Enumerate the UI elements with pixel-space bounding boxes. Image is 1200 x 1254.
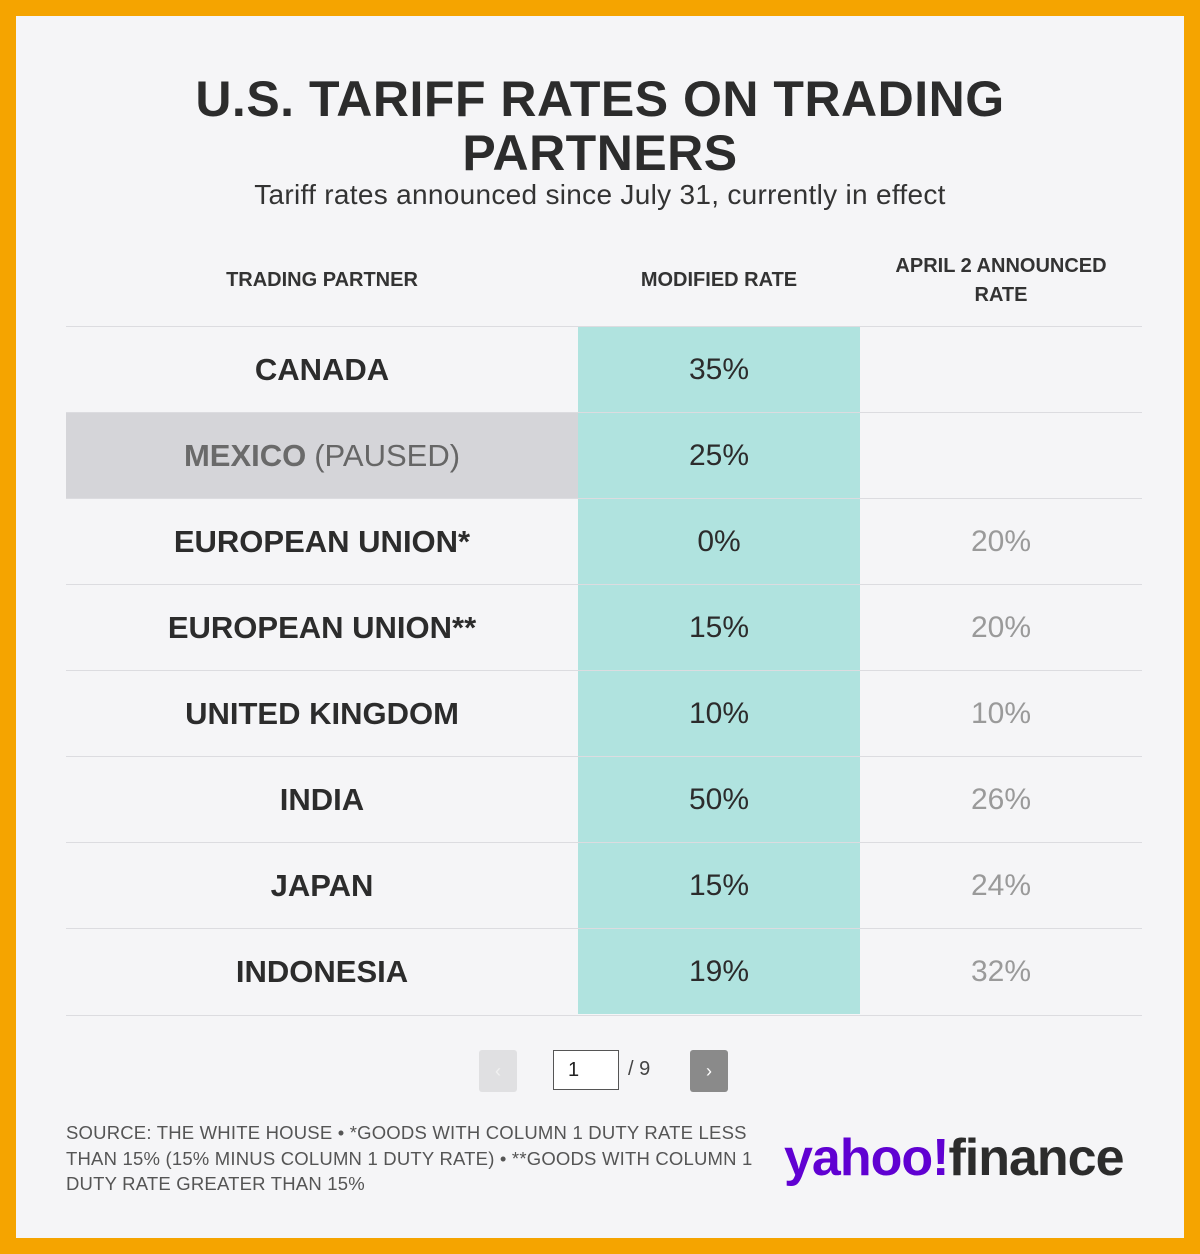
table-row: INDONESIA 19% 32% bbox=[66, 928, 1142, 1016]
title-line-2: PARTNERS bbox=[462, 125, 738, 181]
table-row: JAPAN 15% 24% bbox=[66, 842, 1142, 929]
april-rate-cell: 26% bbox=[970, 783, 1032, 816]
april-rate-cell bbox=[860, 413, 1142, 499]
table-row: EUROPEAN UNION** 15% 20% bbox=[66, 584, 1142, 671]
partner-cell: INDONESIA bbox=[66, 929, 578, 1015]
column-header-april-rate: APRIL 2 ANNOUNCED RATE bbox=[860, 252, 1142, 310]
chart-subtitle: Tariff rates announced since July 31, cu… bbox=[254, 179, 946, 210]
partner-name: MEXICO bbox=[183, 438, 307, 473]
page-total: / 9 bbox=[628, 1058, 651, 1080]
partner-name: JAPAN bbox=[270, 868, 374, 903]
infographic-card: U.S. TARIFF RATES ON TRADING PARTNERS Ta… bbox=[16, 16, 1184, 1238]
modified-rate-cell: 10% bbox=[688, 697, 750, 730]
paused-row-highlight bbox=[66, 413, 578, 499]
table-row: EUROPEAN UNION* 0% 20% bbox=[66, 498, 1142, 585]
prev-page-button[interactable]: ‹ bbox=[479, 1050, 517, 1092]
partner-cell: JAPAN bbox=[66, 843, 578, 929]
table-row: INDIA 50% 26% bbox=[66, 756, 1142, 843]
april-rate-cell: 20% bbox=[970, 525, 1032, 558]
partner-cell: MEXICO (PAUSED) bbox=[66, 413, 578, 499]
april-rate-cell: 32% bbox=[970, 955, 1032, 988]
partner-name: INDONESIA bbox=[235, 954, 409, 989]
partner-cell: EUROPEAN UNION** bbox=[66, 585, 578, 671]
partner-cell: UNITED KINGDOM bbox=[66, 671, 578, 757]
pagination: ‹ 1 / 9 › bbox=[16, 1050, 1184, 1094]
partner-name: INDIA bbox=[279, 782, 365, 817]
modified-rate-cell: 19% bbox=[688, 955, 750, 988]
april-header-line-1: APRIL 2 ANNOUNCED bbox=[895, 255, 1107, 277]
partner-name: EUROPEAN UNION** bbox=[167, 610, 477, 645]
april-rate-cell: 20% bbox=[970, 611, 1032, 644]
april-rate-cell: 10% bbox=[970, 697, 1032, 730]
next-page-button[interactable]: › bbox=[690, 1050, 728, 1092]
logo-finance: finance bbox=[948, 1129, 1124, 1187]
modified-rate-cell: 50% bbox=[688, 783, 750, 816]
modified-rate-cell: 25% bbox=[688, 439, 750, 472]
table-row: MEXICO (PAUSED) 25% bbox=[66, 412, 1142, 499]
modified-rate-cell: 15% bbox=[688, 611, 750, 644]
partner-note: (PAUSED) bbox=[314, 438, 461, 473]
partner-cell: EUROPEAN UNION* bbox=[66, 499, 578, 585]
partner-name: CANADA bbox=[254, 352, 390, 387]
page-number-input[interactable]: 1 bbox=[553, 1050, 619, 1090]
column-header-partner: TRADING PARTNER bbox=[226, 269, 418, 291]
column-header-modified-rate: MODIFIED RATE bbox=[640, 269, 798, 291]
table-row: UNITED KINGDOM 10% 10% bbox=[66, 670, 1142, 757]
modified-rate-cell: 35% bbox=[688, 353, 750, 386]
april-rate-cell: 24% bbox=[970, 869, 1032, 902]
april-header-line-2: RATE bbox=[974, 284, 1028, 306]
partner-name: EUROPEAN UNION* bbox=[173, 524, 471, 559]
modified-rate-cell: 0% bbox=[697, 525, 741, 558]
partner-cell: INDIA bbox=[66, 757, 578, 843]
april-rate-cell bbox=[860, 327, 1142, 413]
partner-name: UNITED KINGDOM bbox=[185, 696, 459, 731]
source-note: SOURCE: THE WHITE HOUSE • *GOODS WITH CO… bbox=[66, 1122, 753, 1194]
yahoo-finance-logo: yahoo!finance bbox=[784, 1128, 1125, 1188]
title-line-1: U.S. TARIFF RATES ON TRADING bbox=[195, 71, 1005, 127]
chart-title: U.S. TARIFF RATES ON TRADING PARTNERS bbox=[16, 72, 1184, 180]
partner-cell: CANADA bbox=[66, 327, 578, 413]
table-row: CANADA 35% bbox=[66, 326, 1142, 413]
modified-rate-cell: 15% bbox=[688, 869, 750, 902]
logo-yahoo: yahoo! bbox=[784, 1129, 949, 1187]
